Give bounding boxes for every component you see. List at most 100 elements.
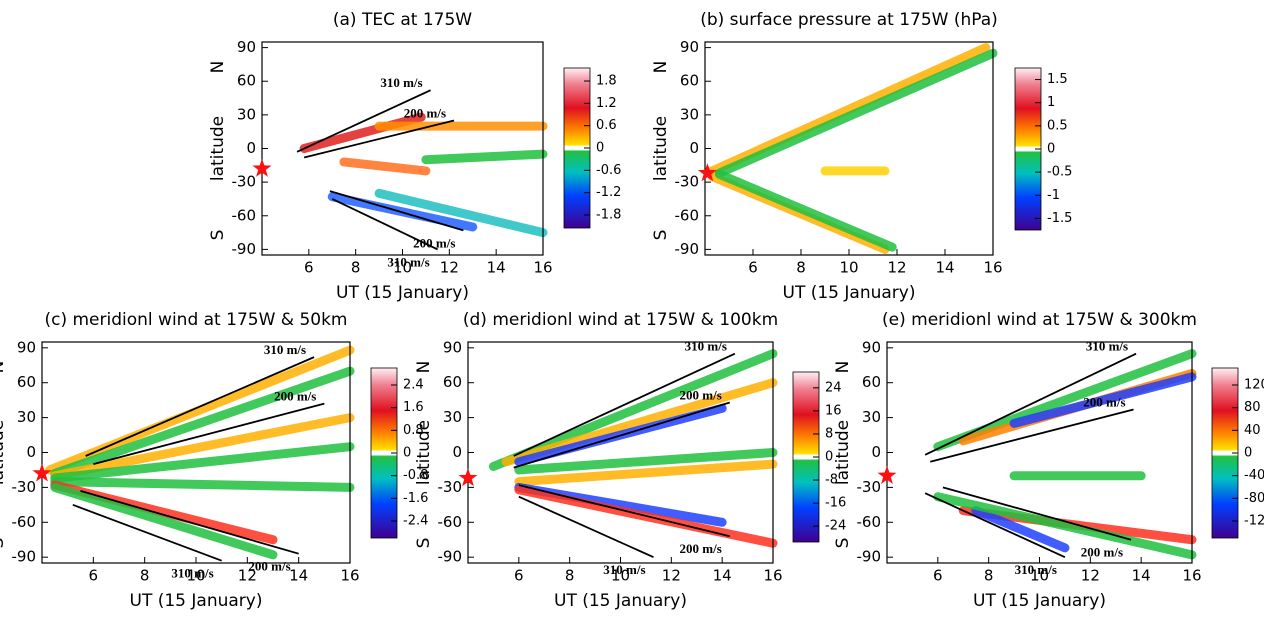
x-tick-label: 12	[887, 259, 906, 277]
x-tick-label: 6	[514, 567, 524, 585]
speed-line	[513, 352, 736, 457]
south-label: S	[833, 538, 853, 549]
speed-label: 200 m/s	[413, 235, 455, 250]
y-axis-label: latitude	[208, 116, 228, 181]
speed-line	[924, 492, 1066, 559]
colorbar-tick-label: 0.6	[596, 118, 617, 133]
y-tick-label: -30	[675, 173, 700, 191]
x-tick-label: 16	[340, 567, 359, 585]
wave-band	[933, 349, 1197, 452]
colorbar-tick-label: 16	[825, 403, 842, 418]
speed-line	[85, 356, 315, 457]
y-tick-label: -60	[675, 206, 700, 224]
speed-line	[924, 352, 1137, 456]
x-axis-label: UT (15 January)	[130, 591, 263, 611]
x-tick-label: 12	[662, 567, 681, 585]
wave-band	[714, 169, 897, 252]
wave-band	[374, 188, 548, 238]
colorbar-tick-label: 80	[1244, 400, 1261, 415]
panel-title: (c) meridionl wind at 175W & 50km	[44, 310, 347, 330]
epicenter-star	[877, 465, 897, 484]
y-axis-label: latitude	[414, 420, 434, 485]
colorbar-tick-label: 0	[1047, 142, 1055, 157]
y-tick-label: 30	[680, 105, 699, 123]
colorbar-tick-label: -1.2	[596, 185, 621, 200]
speed-label: 310 m/s	[264, 342, 306, 357]
colorbar-tick-label: 0	[825, 450, 833, 465]
colorbar-tick-label: -40	[1244, 468, 1264, 483]
panel-title: (a) TEC at 175W	[333, 10, 472, 30]
epicenter-star	[32, 463, 52, 482]
colorbar-tick-label: -1.6	[403, 491, 428, 506]
speed-label: 200 m/s	[1081, 545, 1123, 560]
colorbar-tick-label: 0	[1244, 446, 1252, 461]
colorbar-tick-label: -8	[825, 473, 838, 488]
north-label: N	[651, 61, 671, 74]
x-tick-label: 12	[440, 259, 459, 277]
wave-band	[707, 172, 890, 254]
colorbar-tick-label: 8	[825, 426, 833, 441]
wave-band	[50, 477, 355, 492]
colorbar-tick-label: 1	[1047, 95, 1055, 110]
y-tick-label: -90	[232, 240, 257, 258]
y-tick-label: -60	[12, 513, 37, 531]
y-tick-label: -90	[12, 548, 37, 566]
y-tick-label: 30	[237, 105, 256, 123]
colorbar-tick-label: 0.8	[403, 423, 424, 438]
y-tick-label: 60	[237, 72, 256, 90]
colorbar-tick-label: -1	[1047, 188, 1060, 203]
x-tick-label: 14	[713, 567, 732, 585]
colorbar-tick-label: -0.6	[596, 163, 621, 178]
y-tick-label: 30	[862, 408, 881, 426]
x-tick-label: 8	[351, 259, 361, 277]
x-axis-label: UT (15 January)	[554, 591, 687, 611]
colorbar-tick-label: -1.8	[596, 207, 621, 222]
epicenter-star	[697, 163, 717, 182]
x-tick-label: 6	[748, 259, 758, 277]
south-label: S	[651, 230, 671, 241]
speed-line	[518, 484, 731, 538]
y-tick-label: -30	[438, 478, 463, 496]
x-tick-label: 8	[565, 567, 575, 585]
wave-band	[514, 459, 778, 487]
colorbar-tick-label: -80	[1244, 491, 1264, 506]
y-tick-label: 0	[452, 443, 462, 461]
y-tick-label: 90	[237, 38, 256, 56]
speed-label: 310 m/s	[603, 562, 645, 577]
speed-line	[329, 190, 464, 232]
south-label: S	[414, 538, 434, 549]
y-tick-label: -90	[675, 240, 700, 258]
speed-label: 200 m/s	[1083, 394, 1125, 409]
y-tick-label: -30	[857, 478, 882, 496]
speed-line	[303, 119, 455, 159]
wave-band	[971, 506, 1070, 553]
y-tick-label: 0	[871, 443, 881, 461]
y-axis-label: latitude	[651, 116, 671, 181]
speed-line	[942, 486, 1132, 541]
colorbar-tick-label: 120	[1244, 378, 1264, 393]
x-tick-label: 12	[1081, 567, 1100, 585]
y-tick-label: -60	[857, 513, 882, 531]
wave-band	[714, 48, 998, 178]
north-label: N	[0, 361, 8, 374]
y-tick-label: -30	[232, 173, 257, 191]
y-tick-label: -30	[12, 478, 37, 496]
epicenter-star	[252, 158, 272, 177]
colorbar-tick-label: 0.5	[1047, 118, 1068, 133]
speed-line	[929, 408, 1134, 463]
wave-band	[50, 366, 355, 478]
colorbar	[1211, 367, 1239, 539]
x-tick-label: 14	[487, 259, 506, 277]
speed-label: 200 m/s	[680, 541, 722, 556]
y-tick-label: 30	[443, 408, 462, 426]
wave-band	[514, 448, 778, 475]
y-tick-label: 0	[26, 443, 36, 461]
speed-line	[93, 402, 325, 466]
colorbar-tick-label: 40	[1244, 423, 1261, 438]
colorbar-tick-label: 1.5	[1047, 72, 1068, 87]
speed-line	[513, 401, 731, 469]
x-tick-label: 12	[238, 567, 257, 585]
north-label: N	[208, 61, 228, 74]
speed-label: 310 m/s	[387, 254, 429, 269]
y-tick-label: 0	[689, 139, 699, 157]
